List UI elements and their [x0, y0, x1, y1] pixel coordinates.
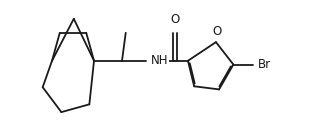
Text: O: O [213, 25, 222, 38]
Text: Br: Br [258, 58, 271, 71]
Text: NH: NH [151, 54, 169, 67]
Text: O: O [170, 13, 179, 26]
